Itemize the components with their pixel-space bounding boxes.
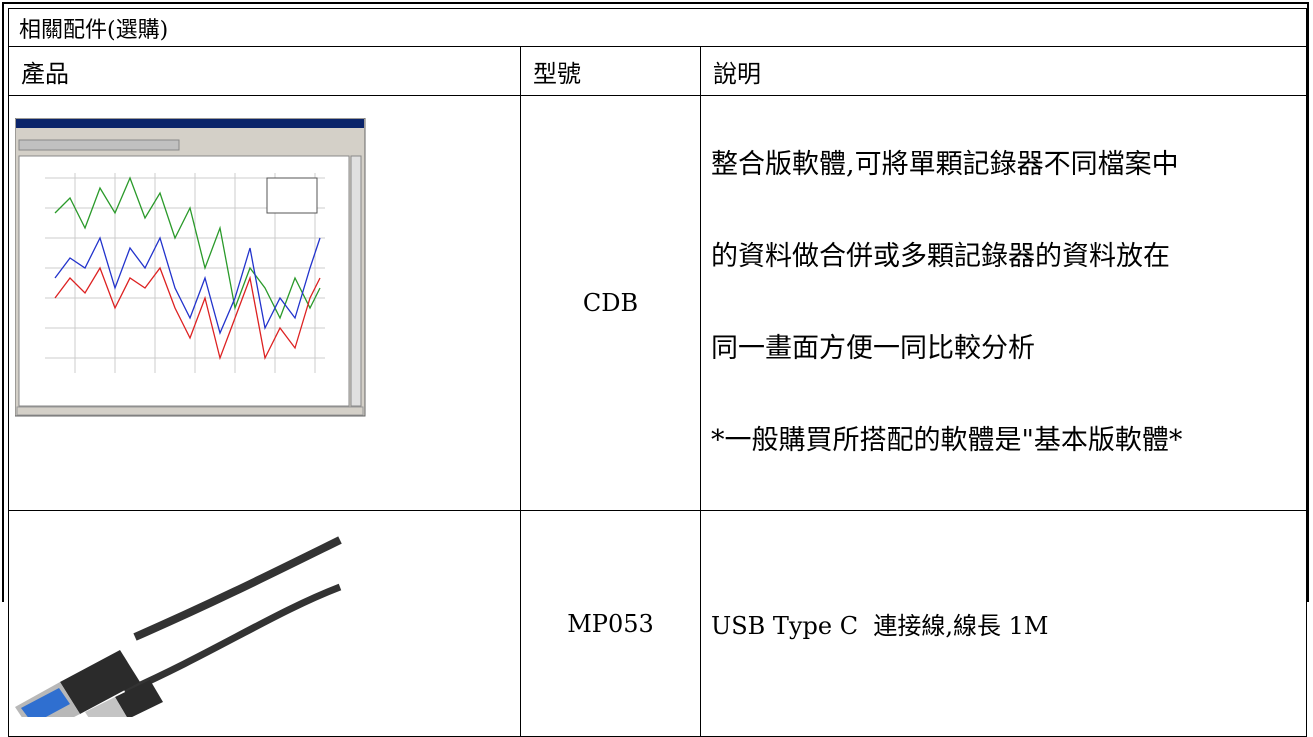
table-title: 相關配件(選購) <box>8 8 1307 47</box>
model-cell: MP053 <box>520 510 701 737</box>
description-cell: USB Type C 連接線,線長 1M <box>700 510 1307 737</box>
cable-image <box>15 536 342 717</box>
software-screenshot <box>15 118 366 417</box>
description-line: 同一畫面方便一同比較分析 <box>711 333 1035 364</box>
description-line: 整合版軟體,可將單顆記錄器不同檔案中 <box>711 149 1179 180</box>
product-cell <box>8 95 521 511</box>
description-line: 的資料做合併或多顆記錄器的資料放在 <box>711 241 1170 272</box>
description-line: USB Type C 連接線,線長 1M <box>711 612 1049 640</box>
description-line: *一般購買所搭配的軟體是"基本版軟體* <box>711 425 1183 456</box>
product-cell <box>8 510 521 737</box>
header-cell: 說明 <box>700 46 1307 96</box>
accessory-table: 相關配件(選購) 產品 型號 說明 CDB 整合版軟體,可將單顆記錄器不同檔案中… <box>8 8 1307 737</box>
outer-border <box>2 2 1309 602</box>
description-cell: 整合版軟體,可將單顆記錄器不同檔案中 的資料做合併或多顆記錄器的資料放在 同一畫… <box>700 95 1307 511</box>
header-cell: 產品 <box>8 46 521 96</box>
model-cell: CDB <box>520 95 701 511</box>
header-cell: 型號 <box>520 46 701 96</box>
